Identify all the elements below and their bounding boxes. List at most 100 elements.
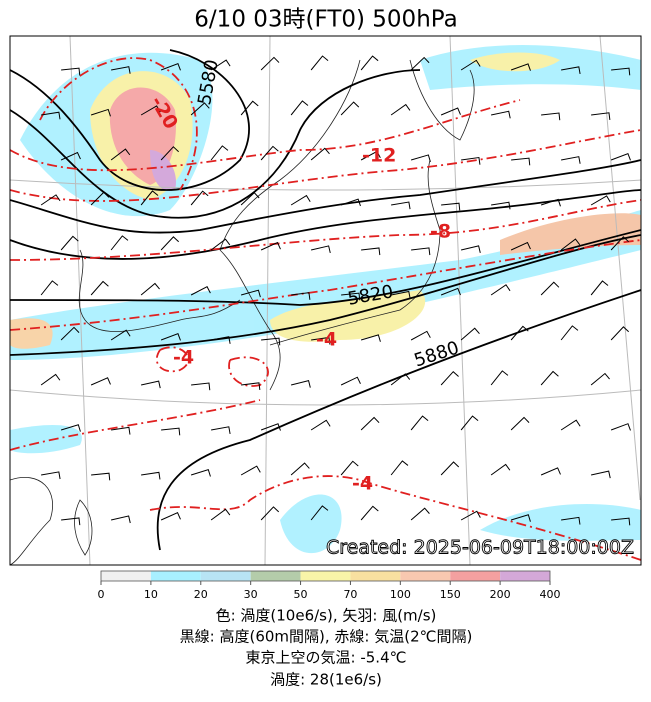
colorbar-segment: [350, 571, 401, 581]
wind-barb: [60, 326, 80, 341]
temperature-label: -4: [352, 473, 373, 495]
wind-barb: [410, 415, 429, 431]
wind-barb: [260, 423, 281, 431]
wind-barb: [161, 427, 181, 436]
wind-barb: [211, 336, 231, 344]
wind-barb: [160, 146, 179, 161]
wind-barb: [90, 108, 111, 117]
wind-barb: [190, 102, 210, 116]
colorbar: 0 10 20 30 50 70 100 150 200 400: [98, 570, 561, 601]
wind-barb: [360, 334, 381, 342]
wind-barb: [560, 238, 581, 251]
wind-barb: [640, 114, 641, 115]
caption: 東京上空の気温: -5.4℃: [246, 649, 407, 667]
wind-barb: [591, 470, 611, 479]
wind-barb: [191, 382, 211, 391]
wind-barb: [540, 198, 561, 207]
wind-barb: [61, 67, 81, 76]
wind-barb: [210, 508, 231, 521]
wind-barb: [260, 506, 280, 521]
wind-barb: [190, 190, 209, 206]
wind-barb: [510, 514, 531, 522]
wind-barb: [440, 287, 461, 296]
wind-barb: [210, 145, 229, 161]
wind-barb: [611, 517, 631, 526]
colorbar-tick-label: 0: [98, 588, 105, 601]
wind-barb: [460, 415, 479, 431]
colorbar-tick-label: 70: [343, 588, 357, 601]
wind-barb: [610, 326, 630, 341]
wind-barb: [441, 202, 461, 211]
wind-barb: [60, 151, 81, 161]
wind-barb: [340, 101, 360, 116]
wind-barb: [310, 147, 330, 161]
wind-barb: [491, 110, 511, 119]
wind-barb: [510, 241, 531, 251]
wind-barb: [341, 292, 361, 301]
temperature-label: -8: [430, 221, 451, 243]
title: 6/10 03時(FT0) 500hPa: [194, 7, 457, 33]
wind-barb: [460, 510, 481, 521]
wind-barb: [360, 505, 379, 521]
colorbar-tick-label: 20: [194, 588, 208, 601]
wind-barb: [291, 292, 311, 300]
wind-barb: [490, 463, 511, 476]
colorbar-segment: [400, 571, 451, 581]
wind-barb: [90, 280, 109, 296]
wind-barb: [340, 460, 359, 476]
colorbar-segment: [150, 571, 201, 581]
wind-barb: [91, 472, 111, 481]
colorbar-segment: [101, 571, 151, 581]
colorbar-tick-label: 100: [390, 588, 411, 601]
wind-barb: [410, 330, 431, 341]
wind-barb: [460, 245, 481, 253]
wind-barb: [260, 241, 281, 251]
wind-barb: [60, 424, 81, 432]
temperature-label: -4: [316, 329, 337, 351]
wind-barb: [440, 370, 459, 386]
wind-barb: [590, 372, 610, 386]
wind-barb: [41, 111, 61, 120]
wind-barb: [390, 103, 411, 116]
wind-barb: [360, 416, 380, 431]
colorbar-tick-label: 200: [490, 588, 511, 601]
wind-barb: [460, 327, 480, 341]
temperature-label: -4: [173, 347, 194, 369]
wind-barb: [561, 156, 581, 164]
colorbar-segment: [200, 571, 251, 581]
wind-barb: [410, 154, 431, 163]
colorbar-tick-label: 400: [540, 588, 561, 601]
wind-barb: [160, 62, 181, 71]
wind-barb: [141, 471, 161, 480]
wind-barb: [110, 515, 131, 524]
wind-barb: [611, 67, 631, 76]
wind-barb: [290, 100, 309, 116]
wind-barb: [490, 370, 509, 386]
colorbar-segment: [250, 571, 301, 581]
wind-barb: [590, 280, 609, 296]
wind-barb: [411, 247, 431, 256]
wind-barb: [641, 473, 651, 480]
wind-barb: [110, 235, 129, 251]
wind-barb: [241, 382, 261, 391]
wind-barb: [110, 148, 131, 161]
wind-barb: [640, 204, 641, 205]
wind-barb: [360, 150, 381, 161]
wind-barb: [391, 201, 411, 210]
wind-barb: [461, 156, 481, 165]
wind-barb: [540, 467, 561, 476]
wind-barb: [360, 55, 379, 71]
wind-barb: [60, 235, 79, 251]
wind-barb: [111, 426, 131, 435]
wind-barb: [310, 505, 329, 521]
wind-barb: [140, 190, 159, 206]
wind-barb: [610, 236, 629, 251]
colorbar-tick-label: 30: [244, 588, 258, 601]
wind-barb: [41, 471, 61, 480]
wind-barb: [240, 289, 261, 298]
wind-barb: [40, 373, 61, 386]
wind-barb: [440, 461, 460, 476]
wind-barb: [510, 325, 529, 341]
wind-barb: [340, 198, 361, 207]
